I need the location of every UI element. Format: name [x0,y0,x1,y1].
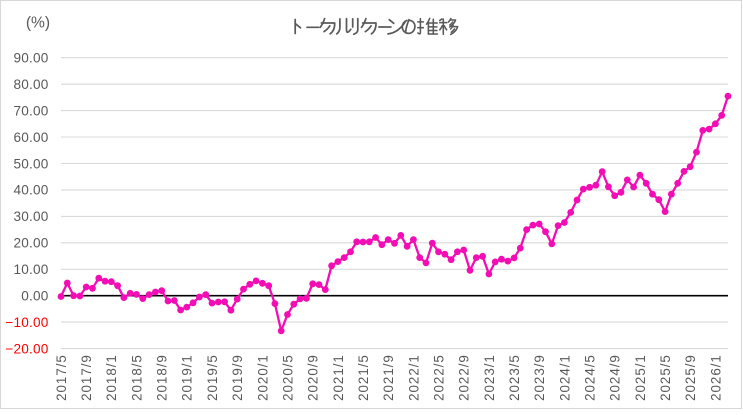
svg-text:2023/9: 2023/9 [532,354,547,401]
svg-text:2021/1: 2021/1 [331,354,346,401]
svg-text:70.00: 70.00 [13,103,48,118]
svg-text:2026/1: 2026/1 [708,354,723,401]
svg-text:2022/9: 2022/9 [457,354,472,401]
svg-text:(%): (%) [26,15,50,32]
svg-text:2021/5: 2021/5 [356,354,371,401]
svg-text:2023/1: 2023/1 [482,354,497,401]
svg-text:−10.00: −10.00 [5,315,48,330]
svg-text:10.00: 10.00 [13,262,48,277]
svg-text:30.00: 30.00 [13,209,48,224]
svg-text:2019/5: 2019/5 [205,354,220,401]
svg-text:2023/5: 2023/5 [507,354,522,401]
svg-text:2020/5: 2020/5 [280,354,295,401]
svg-text:0.00: 0.00 [21,289,48,304]
svg-text:2025/9: 2025/9 [683,354,698,401]
svg-text:2019/1: 2019/1 [180,354,195,401]
svg-text:2020/1: 2020/1 [255,354,270,401]
svg-text:2018/9: 2018/9 [155,354,170,401]
svg-text:2021/9: 2021/9 [381,354,396,401]
svg-text:−20.00: −20.00 [5,341,48,356]
svg-text:60.00: 60.00 [13,130,48,145]
svg-text:2018/5: 2018/5 [129,354,144,401]
svg-text:80.00: 80.00 [13,77,48,92]
svg-text:2018/1: 2018/1 [104,354,119,401]
svg-text:2022/1: 2022/1 [406,354,421,401]
svg-text:40.00: 40.00 [13,183,48,198]
svg-text:50.00: 50.00 [13,156,48,171]
svg-text:20.00: 20.00 [13,236,48,251]
svg-text:2020/9: 2020/9 [306,354,321,401]
svg-text:2022/5: 2022/5 [431,354,446,401]
svg-text:2019/9: 2019/9 [230,354,245,401]
svg-text:2025/5: 2025/5 [658,354,673,401]
svg-text:2024/9: 2024/9 [608,354,623,401]
svg-text:2024/1: 2024/1 [557,354,572,401]
svg-text:2025/1: 2025/1 [633,354,648,401]
svg-text:90.00: 90.00 [13,51,48,66]
svg-text:2024/5: 2024/5 [583,354,598,401]
svg-text:2017/5: 2017/5 [54,354,69,401]
svg-text:2017/9: 2017/9 [79,354,94,401]
